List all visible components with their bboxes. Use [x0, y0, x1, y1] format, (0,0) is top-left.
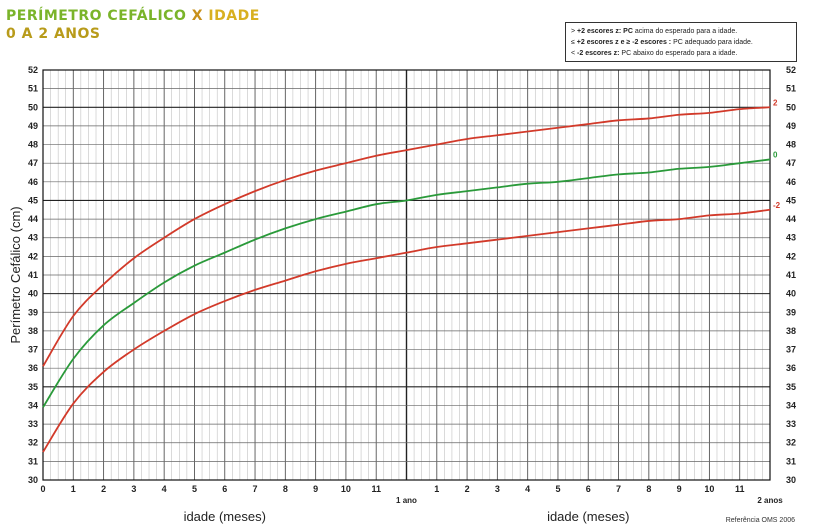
y-tick-label-left: 49 — [28, 121, 38, 131]
series-line-2 — [42, 208, 771, 453]
y-tick-label-left: 52 — [28, 65, 38, 75]
y-tick-label-left: 33 — [28, 419, 38, 429]
y-tick-label-left: 46 — [28, 177, 38, 187]
y-tick-label-right: 43 — [786, 233, 796, 243]
x-tick-label: 3 — [495, 484, 500, 494]
y-tick-label-right: 36 — [786, 363, 796, 373]
y-tick-label-right: 40 — [786, 289, 796, 299]
x-tick-label: 8 — [283, 484, 288, 494]
series-line-0 — [42, 106, 771, 367]
y-tick-label-right: 32 — [786, 438, 796, 448]
y-tick-label-right: 39 — [786, 307, 796, 317]
x-tick-label: 6 — [586, 484, 591, 494]
x-tick-label: 2 — [101, 484, 106, 494]
y-tick-label-right: 38 — [786, 326, 796, 336]
y-tick-label-right: 49 — [786, 121, 796, 131]
x-tick-label-year: 2 anos — [757, 496, 783, 505]
x-tick-label: 3 — [131, 484, 136, 494]
x-tick-label-year: 1 ano — [396, 496, 417, 505]
y-tick-label-right: 41 — [786, 270, 796, 280]
y-tick-label-right: 37 — [786, 345, 796, 355]
x-tick-label: 9 — [313, 484, 318, 494]
y-tick-label-left: 48 — [28, 140, 38, 150]
y-tick-label-right: 48 — [786, 140, 796, 150]
x-tick-label: 7 — [616, 484, 621, 494]
title-part-1: PERÍMETRO CEFÁLICO — [6, 8, 192, 24]
reference-note: Referência OMS 2006 — [725, 517, 795, 524]
y-tick-label-left: 47 — [28, 158, 38, 168]
y-tick-label-right: 33 — [786, 419, 796, 429]
legend-item-above: > +2 escores z: PC acima do esperado par… — [571, 28, 738, 35]
x-axis-title-right: idade (meses) — [547, 509, 629, 524]
x-tick-label: 6 — [222, 484, 227, 494]
y-tick-label-right: 51 — [786, 84, 796, 94]
x-tick-label: 10 — [704, 484, 714, 494]
series-lines — [42, 106, 771, 453]
y-tick-label-right: 47 — [786, 158, 796, 168]
y-tick-label-left: 32 — [28, 438, 38, 448]
y-tick-label-right: 34 — [786, 400, 796, 410]
y-tick-label-left: 30 — [28, 475, 38, 485]
y-tick-label-left: 31 — [28, 456, 38, 466]
y-axis-title: Perímetro Cefálico (cm) — [8, 206, 23, 343]
y-tick-label-left: 51 — [28, 84, 38, 94]
legend-item-below: < -2 escores z: PC abaixo do esperado pa… — [571, 50, 738, 57]
grid — [42, 69, 771, 481]
y-tick-label-left: 40 — [28, 289, 38, 299]
y-tick-label-right: 50 — [786, 102, 796, 112]
x-tick-label: 10 — [341, 484, 351, 494]
legend-box: > +2 escores z: PC acima do esperado par… — [565, 22, 797, 62]
x-tick-label: 9 — [677, 484, 682, 494]
x-tick-label: 11 — [735, 484, 745, 494]
series-line-1 — [42, 158, 771, 408]
y-tick-label-left: 42 — [28, 251, 38, 261]
y-tick-label-left: 35 — [28, 382, 38, 392]
x-tick-label: 8 — [646, 484, 651, 494]
x-tick-label: 5 — [555, 484, 560, 494]
x-tick-label: 1 — [434, 484, 439, 494]
x-tick-label: 4 — [162, 484, 167, 494]
y-tick-label-right: 42 — [786, 251, 796, 261]
x-tick-label: 7 — [253, 484, 258, 494]
axes — [42, 69, 771, 481]
y-tick-label-left: 37 — [28, 345, 38, 355]
y-tick-label-left: 34 — [28, 400, 38, 410]
y-tick-label-left: 38 — [28, 326, 38, 336]
x-tick-label: 2 — [465, 484, 470, 494]
title-part-2: X — [191, 8, 209, 24]
y-tick-label-right: 44 — [786, 214, 796, 224]
title-part-3: IDADE — [208, 8, 260, 24]
legend-item-adequate: ≤ +2 escores z e ≥ -2 escores : PC adequ… — [571, 39, 753, 46]
y-tick-label-left: 36 — [28, 363, 38, 373]
x-tick-label: 11 — [371, 484, 381, 494]
x-tick-label: 5 — [192, 484, 197, 494]
x-tick-label: 4 — [525, 484, 530, 494]
y-tick-label-left: 39 — [28, 307, 38, 317]
x-tick-label: 0 — [40, 484, 45, 494]
y-tick-label-left: 45 — [28, 195, 38, 205]
y-tick-label-left: 43 — [28, 233, 38, 243]
y-tick-label-right: 35 — [786, 382, 796, 392]
y-tick-label-right: 52 — [786, 65, 796, 75]
y-tick-label-right: 30 — [786, 475, 796, 485]
series-end-label-1: 0 — [773, 150, 778, 159]
series-end-label-0: 2 — [773, 98, 778, 107]
y-tick-label-left: 41 — [28, 270, 38, 280]
x-axis-title-left: idade (meses) — [184, 509, 266, 524]
plot-frame — [42, 69, 771, 481]
y-tick-label-right: 31 — [786, 456, 796, 466]
y-tick-label-left: 44 — [28, 214, 38, 224]
y-tick-label-right: 45 — [786, 195, 796, 205]
y-tick-label-right: 46 — [786, 177, 796, 187]
chart-title-line2: 0 A 2 ANOS — [6, 26, 101, 42]
y-tick-label-left: 50 — [28, 102, 38, 112]
chart-title-line1: PERÍMETRO CEFÁLICO X IDADE — [6, 8, 260, 24]
x-tick-label: 1 — [71, 484, 76, 494]
series-end-label-2: -2 — [773, 201, 781, 210]
